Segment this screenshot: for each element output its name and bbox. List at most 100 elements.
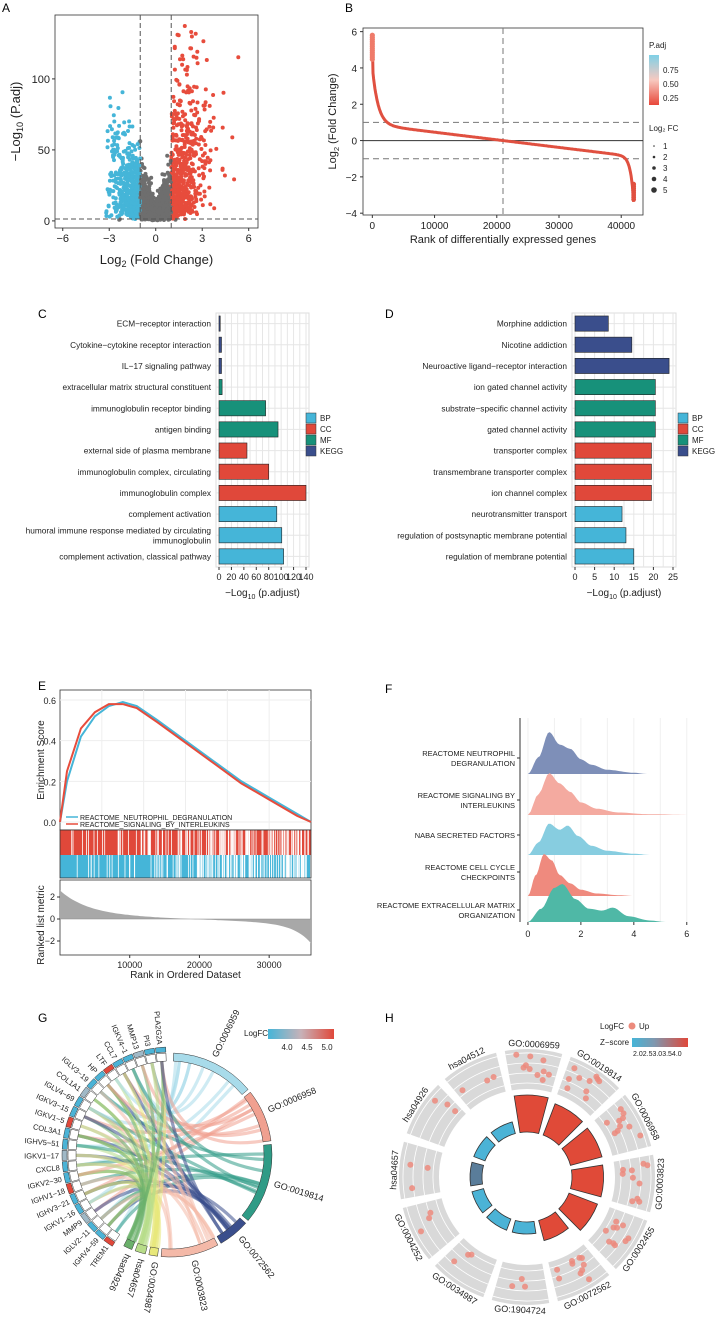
x-tick-label: 0 [370, 221, 376, 232]
chord-link [106, 1083, 149, 1243]
volcano-point [195, 61, 200, 66]
volcano-point [162, 172, 167, 177]
inner-bar [486, 1208, 512, 1231]
volcano-point [214, 146, 219, 151]
volcano-point [115, 143, 120, 148]
volcano-point [128, 164, 132, 169]
volcano-point [125, 167, 130, 172]
volcano-point [199, 147, 204, 151]
bar [574, 336, 633, 353]
outer-ring-segment [399, 1141, 443, 1200]
volcano-point [127, 124, 132, 129]
metric-tick-label: −2 [45, 936, 55, 946]
volcano-point [164, 216, 169, 221]
panel-label-b: B [345, 1, 353, 15]
bar-category-label: Nicotine addiction [502, 340, 568, 350]
bar-category-label: immunoglobulin receptor binding [91, 403, 211, 413]
gene-point [465, 1251, 472, 1258]
volcano-point [183, 155, 187, 160]
volcano-point [193, 106, 198, 111]
legend-swatch [305, 412, 317, 424]
volcano-point [137, 163, 142, 168]
volcano-point [197, 191, 202, 196]
legend-label: MF [692, 436, 704, 445]
fc-legend-dot [651, 187, 657, 193]
volcano-point [176, 213, 181, 218]
volcano-point [125, 178, 130, 183]
volcano-point [194, 55, 199, 60]
volcano-point [193, 31, 198, 36]
volcano-point [112, 138, 117, 143]
volcano-point [172, 159, 176, 164]
bar-category-label: humoral immune response mediated by circ… [26, 525, 212, 535]
volcano-point [189, 89, 194, 94]
padj-tick-label: 0.50 [663, 80, 679, 89]
gene-arc [69, 1128, 80, 1141]
volcano-point [131, 192, 136, 197]
volcano-point [180, 170, 185, 175]
volcano-point [107, 178, 112, 183]
volcano-point [220, 167, 225, 172]
volcano-point [132, 189, 137, 194]
x-tick-label: 6 [684, 929, 689, 939]
volcano-point [130, 180, 134, 184]
bar [574, 527, 627, 544]
ring-gridline [556, 1271, 607, 1298]
volcano-point [204, 58, 209, 62]
gene-point [610, 1224, 617, 1231]
volcano-point [177, 116, 182, 121]
volcano-point [128, 208, 133, 212]
ring-gridline [562, 1078, 603, 1106]
x-tick-label: −3 [103, 233, 116, 245]
gene-label: PI3 [142, 1034, 153, 1047]
volcano-point [165, 180, 170, 185]
gene-point [407, 1161, 414, 1168]
volcano-point [196, 166, 201, 171]
gene-point [616, 1117, 623, 1124]
gene-point [586, 1276, 592, 1283]
bar-category-label: regulation of membrane potential [446, 551, 567, 561]
bar-category-label: antigen binding [155, 424, 212, 434]
panel-label-a: A [2, 1, 10, 15]
volcano-point [174, 163, 179, 168]
volcano-point [133, 167, 138, 171]
volcano-point [155, 216, 160, 221]
gene-point [513, 1051, 520, 1058]
gene-point [580, 1261, 587, 1268]
rank-plot: 0 10000 20000 30000 40000 −4 −2 0 2 4 6 Rank of dif… [327, 27, 679, 246]
volcano-point [189, 108, 194, 113]
bar-category-label: complement activation [128, 509, 211, 519]
bar-category-label: regulation of postsynaptic membrane pote… [397, 530, 567, 540]
bar [218, 379, 223, 396]
volcano-point [175, 78, 180, 83]
inner-bar [558, 1192, 599, 1231]
gene-logfc-arc [69, 1105, 79, 1118]
outer-ring-segment [557, 1056, 620, 1116]
gene-point [578, 1255, 585, 1261]
volcano-point [208, 202, 213, 207]
volcano-point [136, 208, 141, 213]
volcano-point [147, 195, 152, 200]
panel-label-f: F [385, 682, 392, 696]
volcano-point [121, 204, 125, 209]
gene-point [586, 1078, 593, 1084]
ring-gridline [598, 1212, 626, 1253]
legend-label: KEGG [320, 447, 343, 456]
volcano-point [172, 138, 177, 143]
gene-label: PLA2G2A [152, 1011, 164, 1045]
gene-point [459, 1087, 466, 1094]
volcano-point [208, 168, 213, 173]
volcano-point [175, 179, 180, 184]
volcano-point [113, 131, 118, 136]
outer-ring-segment [444, 1052, 506, 1110]
volcano-point [125, 146, 130, 151]
gene-point [620, 1110, 627, 1117]
volcano-point [105, 129, 110, 134]
volcano-point [194, 85, 199, 90]
bar-category-label: immunoglobulin [153, 535, 211, 545]
ring-gridline [500, 1266, 544, 1272]
volcano-point [105, 138, 110, 143]
bar-category-label: substrate−specific channel activity [441, 403, 568, 413]
panel-label-c: C [38, 307, 47, 321]
